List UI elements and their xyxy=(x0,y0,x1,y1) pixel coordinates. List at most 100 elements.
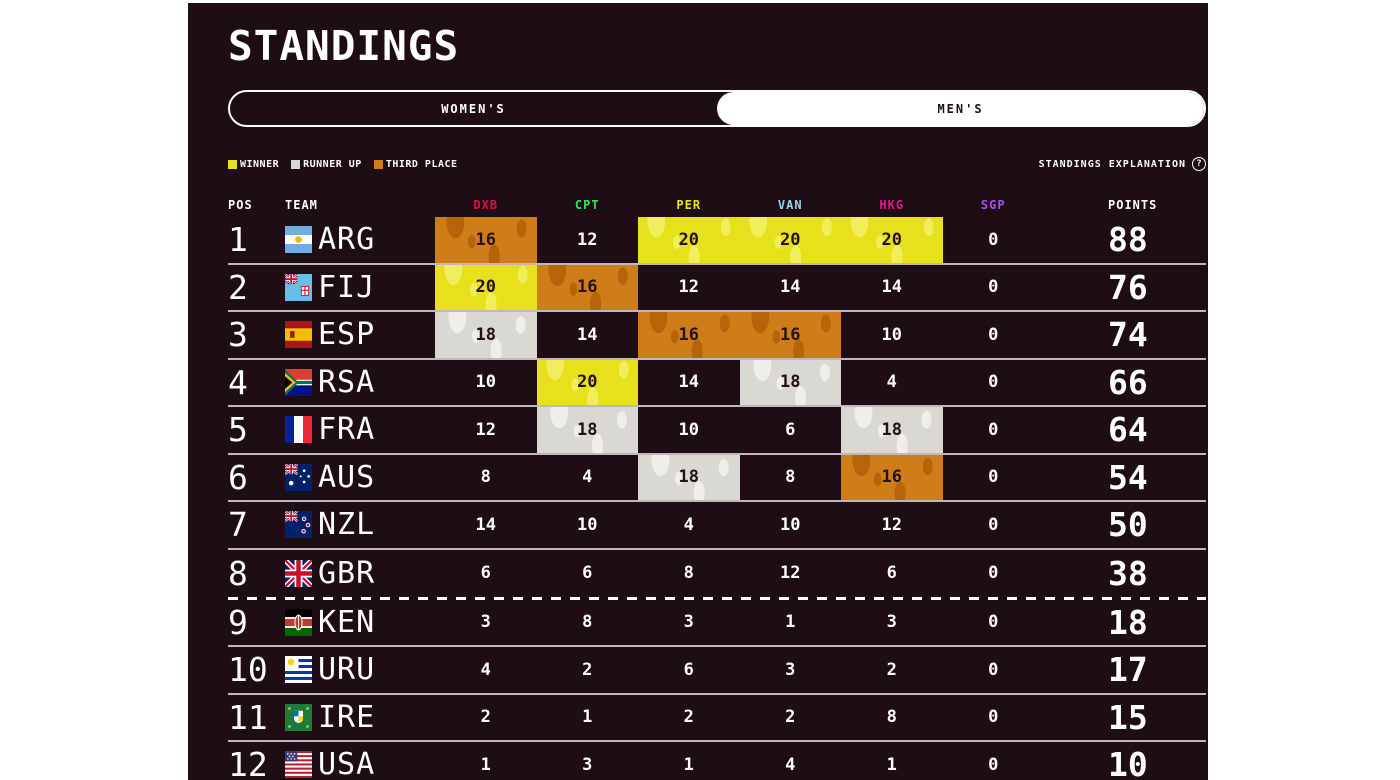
team-code: NZL xyxy=(318,507,376,543)
flag-aus-icon xyxy=(284,462,312,491)
position-value: 12 xyxy=(228,745,268,780)
team-row-ire[interactable]: 11 IRE 2 1 2 2 8 0 15 xyxy=(228,695,1206,742)
score-van-third: 16 xyxy=(739,312,841,358)
score-sgp: 0 xyxy=(988,324,999,345)
position-value: 11 xyxy=(228,697,268,737)
team-row-nzl[interactable]: 7 NZL 14 10 4 10 12 0 50 xyxy=(228,502,1206,550)
position-value: 3 xyxy=(228,315,248,355)
score-per: 12 xyxy=(678,277,699,298)
score-sgp: 0 xyxy=(988,563,999,584)
column-header-dxb: DXB xyxy=(473,198,499,212)
standings-explanation-button[interactable]: STANDINGS EXPLANATION ? xyxy=(1039,157,1206,171)
team-code: FIJ xyxy=(318,269,376,305)
runner-up-swatch-icon xyxy=(291,159,301,169)
column-header-cpt: CPT xyxy=(574,198,600,212)
column-header-sgp: SGP xyxy=(980,198,1006,212)
score-per: 14 xyxy=(678,372,699,393)
team-code: URU xyxy=(318,652,376,688)
team-row-ken[interactable]: 9 KEN 3 8 3 1 3 0 18 xyxy=(228,600,1206,647)
score-cpt: 1 xyxy=(582,707,593,728)
standings-panel: STANDINGS WOMEN'S MEN'S WINNER xyxy=(188,3,1208,780)
winner-swatch-icon xyxy=(228,159,237,169)
legend-label: RUNNER UP xyxy=(303,158,362,170)
position-value: 10 xyxy=(228,650,268,690)
gender-tab-switch: WOMEN'S MEN'S xyxy=(228,90,1206,127)
score-van-runner: 18 xyxy=(739,359,841,405)
legend: WINNER RUNNER UP THIRD PLACE xyxy=(228,159,458,170)
score-hkg: 10 xyxy=(881,324,902,345)
tab-womens[interactable]: WOMEN'S xyxy=(230,92,717,125)
team-code: KEN xyxy=(318,604,376,640)
position-value: 2 xyxy=(228,267,248,307)
standings-explanation-label: STANDINGS EXPLANATION xyxy=(1038,158,1186,170)
score-sgp: 0 xyxy=(988,419,999,440)
points-value: 18 xyxy=(1108,602,1148,642)
points-value: 64 xyxy=(1108,410,1148,450)
flag-ire-icon xyxy=(285,703,312,731)
score-hkg-runner: 18 xyxy=(841,407,943,453)
score-per: 10 xyxy=(678,419,699,440)
page-title: STANDINGS xyxy=(228,22,460,70)
legend-item-third-place: THIRD PLACE xyxy=(373,159,458,170)
score-van-winner: 20 xyxy=(739,217,841,263)
flag-uru-icon xyxy=(285,656,312,684)
team-cell: IRE xyxy=(285,700,435,735)
score-sgp: 0 xyxy=(988,514,999,535)
team-row-fij[interactable]: 2 FIJ 20 16 12 14 14 0 76 xyxy=(228,264,1206,312)
score-van: 4 xyxy=(785,754,796,775)
team-code: USA xyxy=(318,747,376,780)
column-header-pos: POS xyxy=(228,198,253,212)
score-hkg: 1 xyxy=(886,754,897,775)
team-code: ESP xyxy=(318,317,376,353)
team-code: ARG xyxy=(318,222,376,258)
points-value: 54 xyxy=(1108,457,1148,497)
team-row-rsa[interactable]: 4 RSA 10 20 14 18 4 0 66 xyxy=(228,359,1206,407)
legend-item-runner-up: RUNNER UP xyxy=(291,159,362,170)
team-row-fra[interactable]: 5 FRA 12 18 10 6 18 0 64 xyxy=(228,407,1206,455)
score-cpt-third: 16 xyxy=(536,264,638,310)
team-row-aus[interactable]: 6 AUS 8 4 18 8 16 0 54 xyxy=(228,454,1206,502)
score-sgp: 0 xyxy=(988,372,999,393)
column-header-points: POINTS xyxy=(1108,198,1158,212)
score-cpt: 14 xyxy=(577,324,598,345)
score-hkg-third: 16 xyxy=(841,454,943,500)
standings-table: POS TEAM DXB CPT PER VAN HKG SGP POINTS 1 ARG 16 12… xyxy=(228,193,1206,780)
tab-mens-label: MEN'S xyxy=(937,101,984,116)
score-dxb: 1 xyxy=(480,754,491,775)
position-value: 6 xyxy=(228,457,248,497)
score-per-runner: 18 xyxy=(638,454,740,500)
team-cell: AUS xyxy=(284,460,435,495)
points-value: 50 xyxy=(1108,505,1148,545)
qualification-cutoff-line xyxy=(228,597,1206,600)
score-per: 6 xyxy=(683,659,694,680)
flag-fra-icon xyxy=(285,416,312,444)
column-header-hkg: HKG xyxy=(879,198,905,212)
tab-mens[interactable]: MEN'S xyxy=(717,92,1204,125)
team-row-usa[interactable]: 12 USA 1 3 1 4 1 0 10 xyxy=(228,742,1206,780)
score-sgp: 0 xyxy=(988,229,999,250)
score-per-winner: 20 xyxy=(638,217,740,263)
score-dxb: 6 xyxy=(480,563,491,584)
score-cpt-runner: 18 xyxy=(536,407,638,453)
score-dxb-winner: 20 xyxy=(435,264,537,310)
score-dxb: 4 xyxy=(480,659,491,680)
points-value: 17 xyxy=(1108,650,1148,690)
team-row-gbr[interactable]: 8 GBR 6 6 8 12 6 0 38 xyxy=(228,550,1206,598)
score-sgp: 0 xyxy=(988,277,999,298)
score-cpt: 6 xyxy=(582,563,593,584)
team-row-arg[interactable]: 1 ARG 16 12 20 20 20 0 88 xyxy=(228,217,1206,265)
score-van: 10 xyxy=(780,514,801,535)
score-per-third: 16 xyxy=(638,312,740,358)
score-sgp: 0 xyxy=(988,754,999,775)
legend-item-winner: WINNER xyxy=(228,159,279,170)
flag-esp-icon xyxy=(285,321,312,349)
score-van: 2 xyxy=(785,707,796,728)
score-van: 6 xyxy=(785,419,796,440)
points-value: 76 xyxy=(1108,267,1148,307)
team-row-esp[interactable]: 3 ESP 18 14 16 16 10 0 74 xyxy=(228,312,1206,360)
team-cell: NZL xyxy=(284,507,435,543)
score-sgp: 0 xyxy=(988,467,999,488)
team-cell: ESP xyxy=(285,317,435,352)
question-circle-icon[interactable]: ? xyxy=(1192,157,1206,171)
team-row-uru[interactable]: 10 URU 4 2 6 3 2 0 17 xyxy=(228,647,1206,695)
